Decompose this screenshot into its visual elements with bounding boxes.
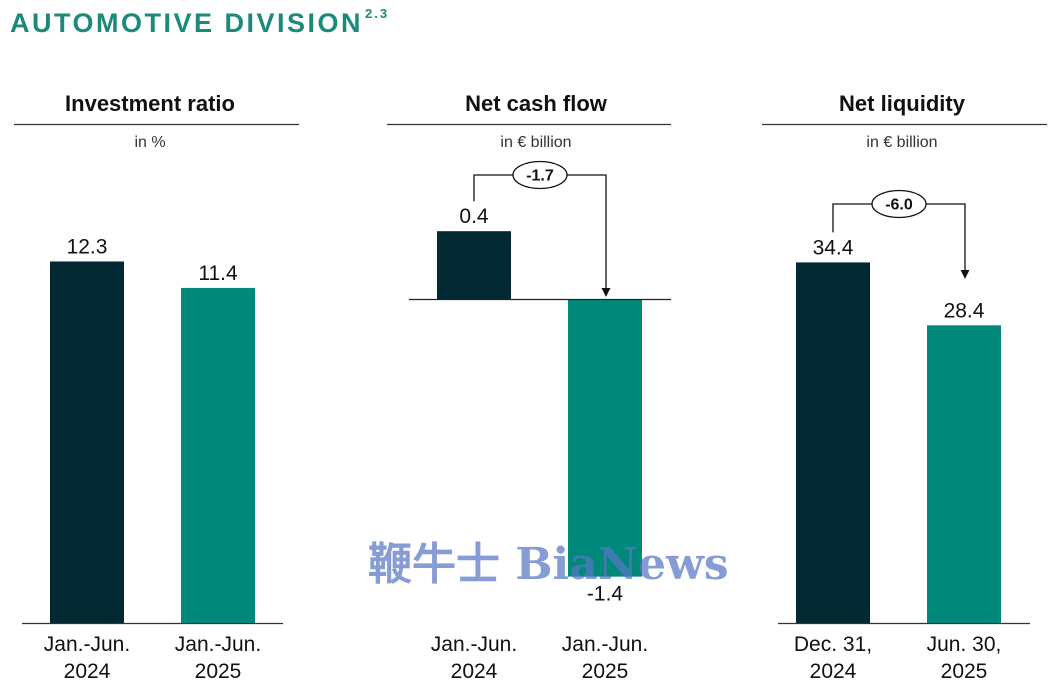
net-liquidity-unit: in € billion: [866, 134, 937, 151]
net-liquidity-category-line2-1: 2024: [810, 660, 857, 683]
net-cash-flow-change-label: -1.7: [526, 168, 554, 185]
net-liquidity-bar-2: [927, 325, 1001, 623]
net-cash-flow-change-bubble: [512, 160, 568, 190]
net-cash-flow-bar-1: [437, 231, 511, 299]
net-liquidity-value-label-2: 28.4: [944, 299, 985, 322]
investment-ratio-category-line2-1: 2024: [64, 660, 111, 683]
investment-ratio-category-line1-1: Jan.-Jun.: [44, 633, 130, 656]
net-liquidity-change-bubble: [871, 189, 927, 219]
investment-ratio-title: Investment ratio: [65, 91, 235, 116]
net-liquidity-bar-1: [796, 262, 870, 623]
investment-ratio-category-line2-2: 2025: [195, 660, 242, 683]
page-title-text: AUTOMOTIVE DIVISION: [10, 8, 364, 38]
investment-ratio-value-label-1: 12.3: [67, 235, 108, 258]
net-cash-flow-unit: in € billion: [500, 134, 571, 151]
net-liquidity-title: Net liquidity: [839, 91, 966, 116]
net-cash-flow-category-line1-2: Jan.-Jun.: [562, 633, 648, 656]
investment-ratio-bar-1: [50, 261, 124, 623]
net-liquidity-category-line1-2: Jun. 30,: [927, 633, 1002, 656]
investment-ratio-value-label-2: 11.4: [198, 262, 238, 285]
net-cash-flow-value-label-1: 0.4: [459, 205, 489, 228]
net-cash-flow-value-label-2: -1.4: [587, 583, 624, 606]
net-liquidity-value-label-1: 34.4: [813, 236, 854, 259]
net-cash-flow-category-line2-2: 2025: [582, 660, 629, 683]
investment-ratio-category-line1-2: Jan.-Jun.: [175, 633, 261, 656]
net-cash-flow-title: Net cash flow: [465, 91, 608, 116]
investment-ratio-unit: in %: [134, 134, 165, 151]
page-title: AUTOMOTIVE DIVISION 2.3: [10, 6, 389, 39]
net-cash-flow-category-line2-1: 2024: [451, 660, 498, 683]
net-liquidity-category-line1-1: Dec. 31,: [794, 633, 872, 656]
net-liquidity-change-label: -6.0: [885, 197, 913, 214]
net-cash-flow-category-line1-1: Jan.-Jun.: [431, 633, 517, 656]
net-liquidity-category-line2-2: 2025: [941, 660, 988, 683]
investment-ratio-bar-2: [181, 287, 255, 623]
title-footnote: 2.3: [365, 6, 390, 21]
net-cash-flow-bar-2: [568, 299, 642, 577]
